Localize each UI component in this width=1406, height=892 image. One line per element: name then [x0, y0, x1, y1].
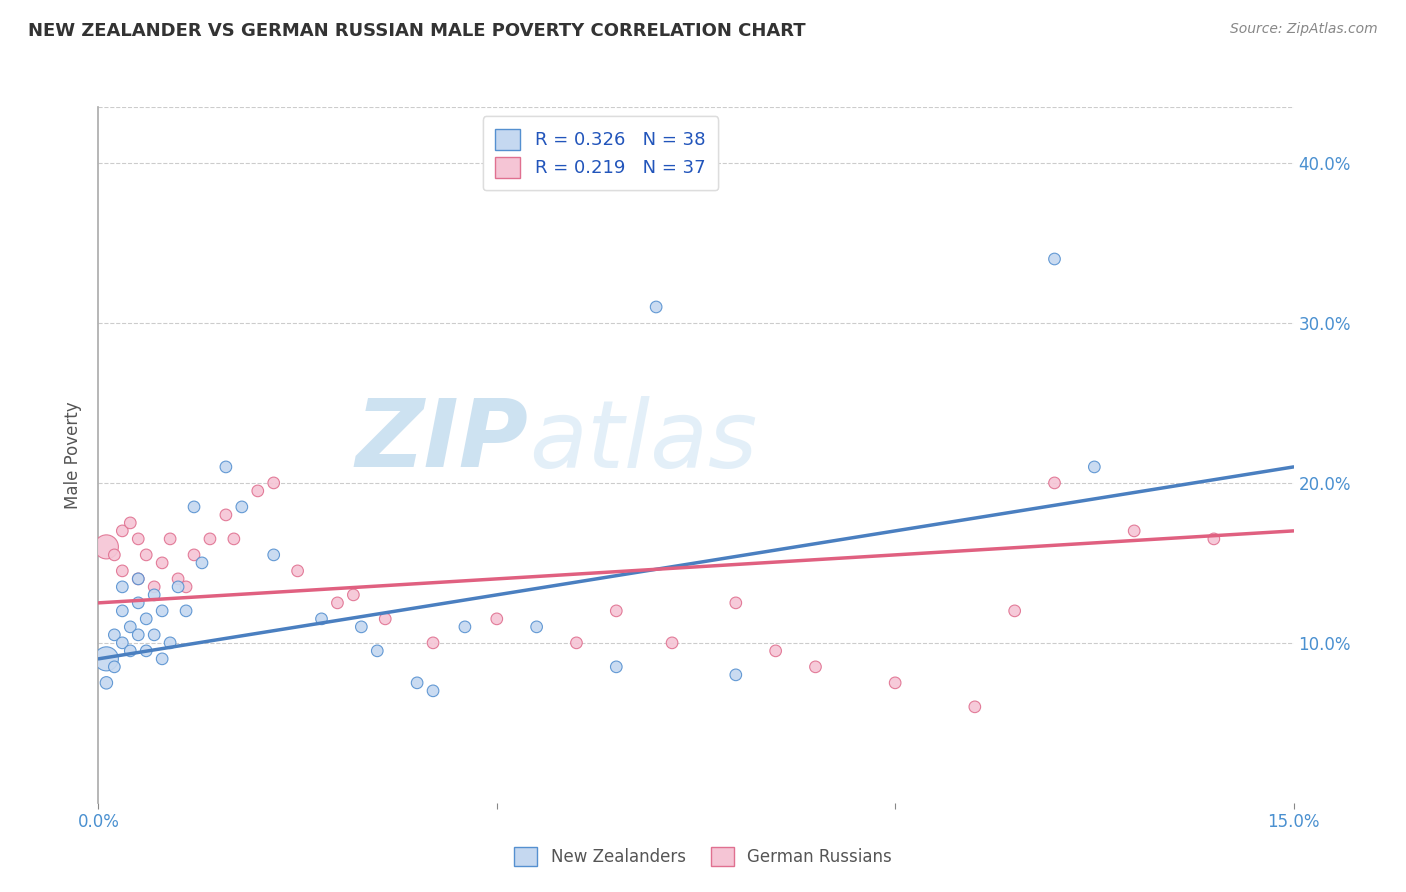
Text: Source: ZipAtlas.com: Source: ZipAtlas.com	[1230, 22, 1378, 37]
Point	[1043, 475, 1066, 490]
Point	[215, 459, 238, 474]
Point	[143, 588, 166, 602]
Point	[246, 483, 269, 498]
Point	[963, 699, 986, 714]
Point	[150, 652, 173, 666]
Point	[263, 475, 285, 490]
Point	[374, 612, 396, 626]
Point	[645, 300, 668, 314]
Point	[96, 540, 118, 554]
Point	[422, 683, 444, 698]
Point	[135, 612, 157, 626]
Point	[191, 556, 214, 570]
Point	[1043, 252, 1066, 266]
Point	[159, 636, 181, 650]
Point	[103, 660, 125, 674]
Point	[183, 548, 205, 562]
Point	[174, 580, 197, 594]
Point	[350, 620, 373, 634]
Point	[222, 532, 245, 546]
Point	[127, 628, 149, 642]
Point	[422, 636, 444, 650]
Point	[167, 580, 190, 594]
Point	[342, 588, 364, 602]
Point	[565, 636, 588, 650]
Point	[127, 532, 149, 546]
Point	[724, 596, 747, 610]
Point	[1004, 604, 1026, 618]
Point	[765, 644, 787, 658]
Point	[485, 612, 508, 626]
Point	[263, 548, 285, 562]
Point	[1083, 459, 1105, 474]
Point	[127, 572, 149, 586]
Point	[120, 516, 142, 530]
Point	[143, 580, 166, 594]
Point	[183, 500, 205, 514]
Point	[159, 532, 181, 546]
Text: NEW ZEALANDER VS GERMAN RUSSIAN MALE POVERTY CORRELATION CHART: NEW ZEALANDER VS GERMAN RUSSIAN MALE POV…	[28, 22, 806, 40]
Point	[198, 532, 221, 546]
Point	[111, 524, 134, 538]
Point	[884, 676, 907, 690]
Point	[326, 596, 349, 610]
Point	[167, 572, 190, 586]
Point	[103, 628, 125, 642]
Point	[111, 580, 134, 594]
Point	[287, 564, 309, 578]
Point	[174, 604, 197, 618]
Point	[135, 548, 157, 562]
Point	[127, 596, 149, 610]
Legend: New Zealanders, German Russians: New Zealanders, German Russians	[506, 838, 900, 875]
Point	[111, 604, 134, 618]
Point	[127, 572, 149, 586]
Text: atlas: atlas	[529, 395, 756, 486]
Point	[150, 604, 173, 618]
Point	[724, 668, 747, 682]
Point	[96, 676, 118, 690]
Point	[661, 636, 683, 650]
Y-axis label: Male Poverty: Male Poverty	[65, 401, 83, 508]
Point	[454, 620, 477, 634]
Point	[111, 636, 134, 650]
Point	[111, 564, 134, 578]
Point	[135, 644, 157, 658]
Point	[1202, 532, 1225, 546]
Point	[804, 660, 827, 674]
Point	[215, 508, 238, 522]
Point	[605, 660, 627, 674]
Point	[231, 500, 253, 514]
Point	[103, 548, 125, 562]
Text: ZIP: ZIP	[356, 395, 529, 487]
Point	[150, 556, 173, 570]
Point	[143, 628, 166, 642]
Point	[311, 612, 333, 626]
Point	[96, 652, 118, 666]
Point	[366, 644, 388, 658]
Point	[526, 620, 548, 634]
Point	[120, 644, 142, 658]
Point	[1123, 524, 1146, 538]
Point	[120, 620, 142, 634]
Point	[406, 676, 429, 690]
Point	[605, 604, 627, 618]
Legend: R = 0.326   N = 38, R = 0.219   N = 37: R = 0.326 N = 38, R = 0.219 N = 37	[482, 116, 718, 190]
